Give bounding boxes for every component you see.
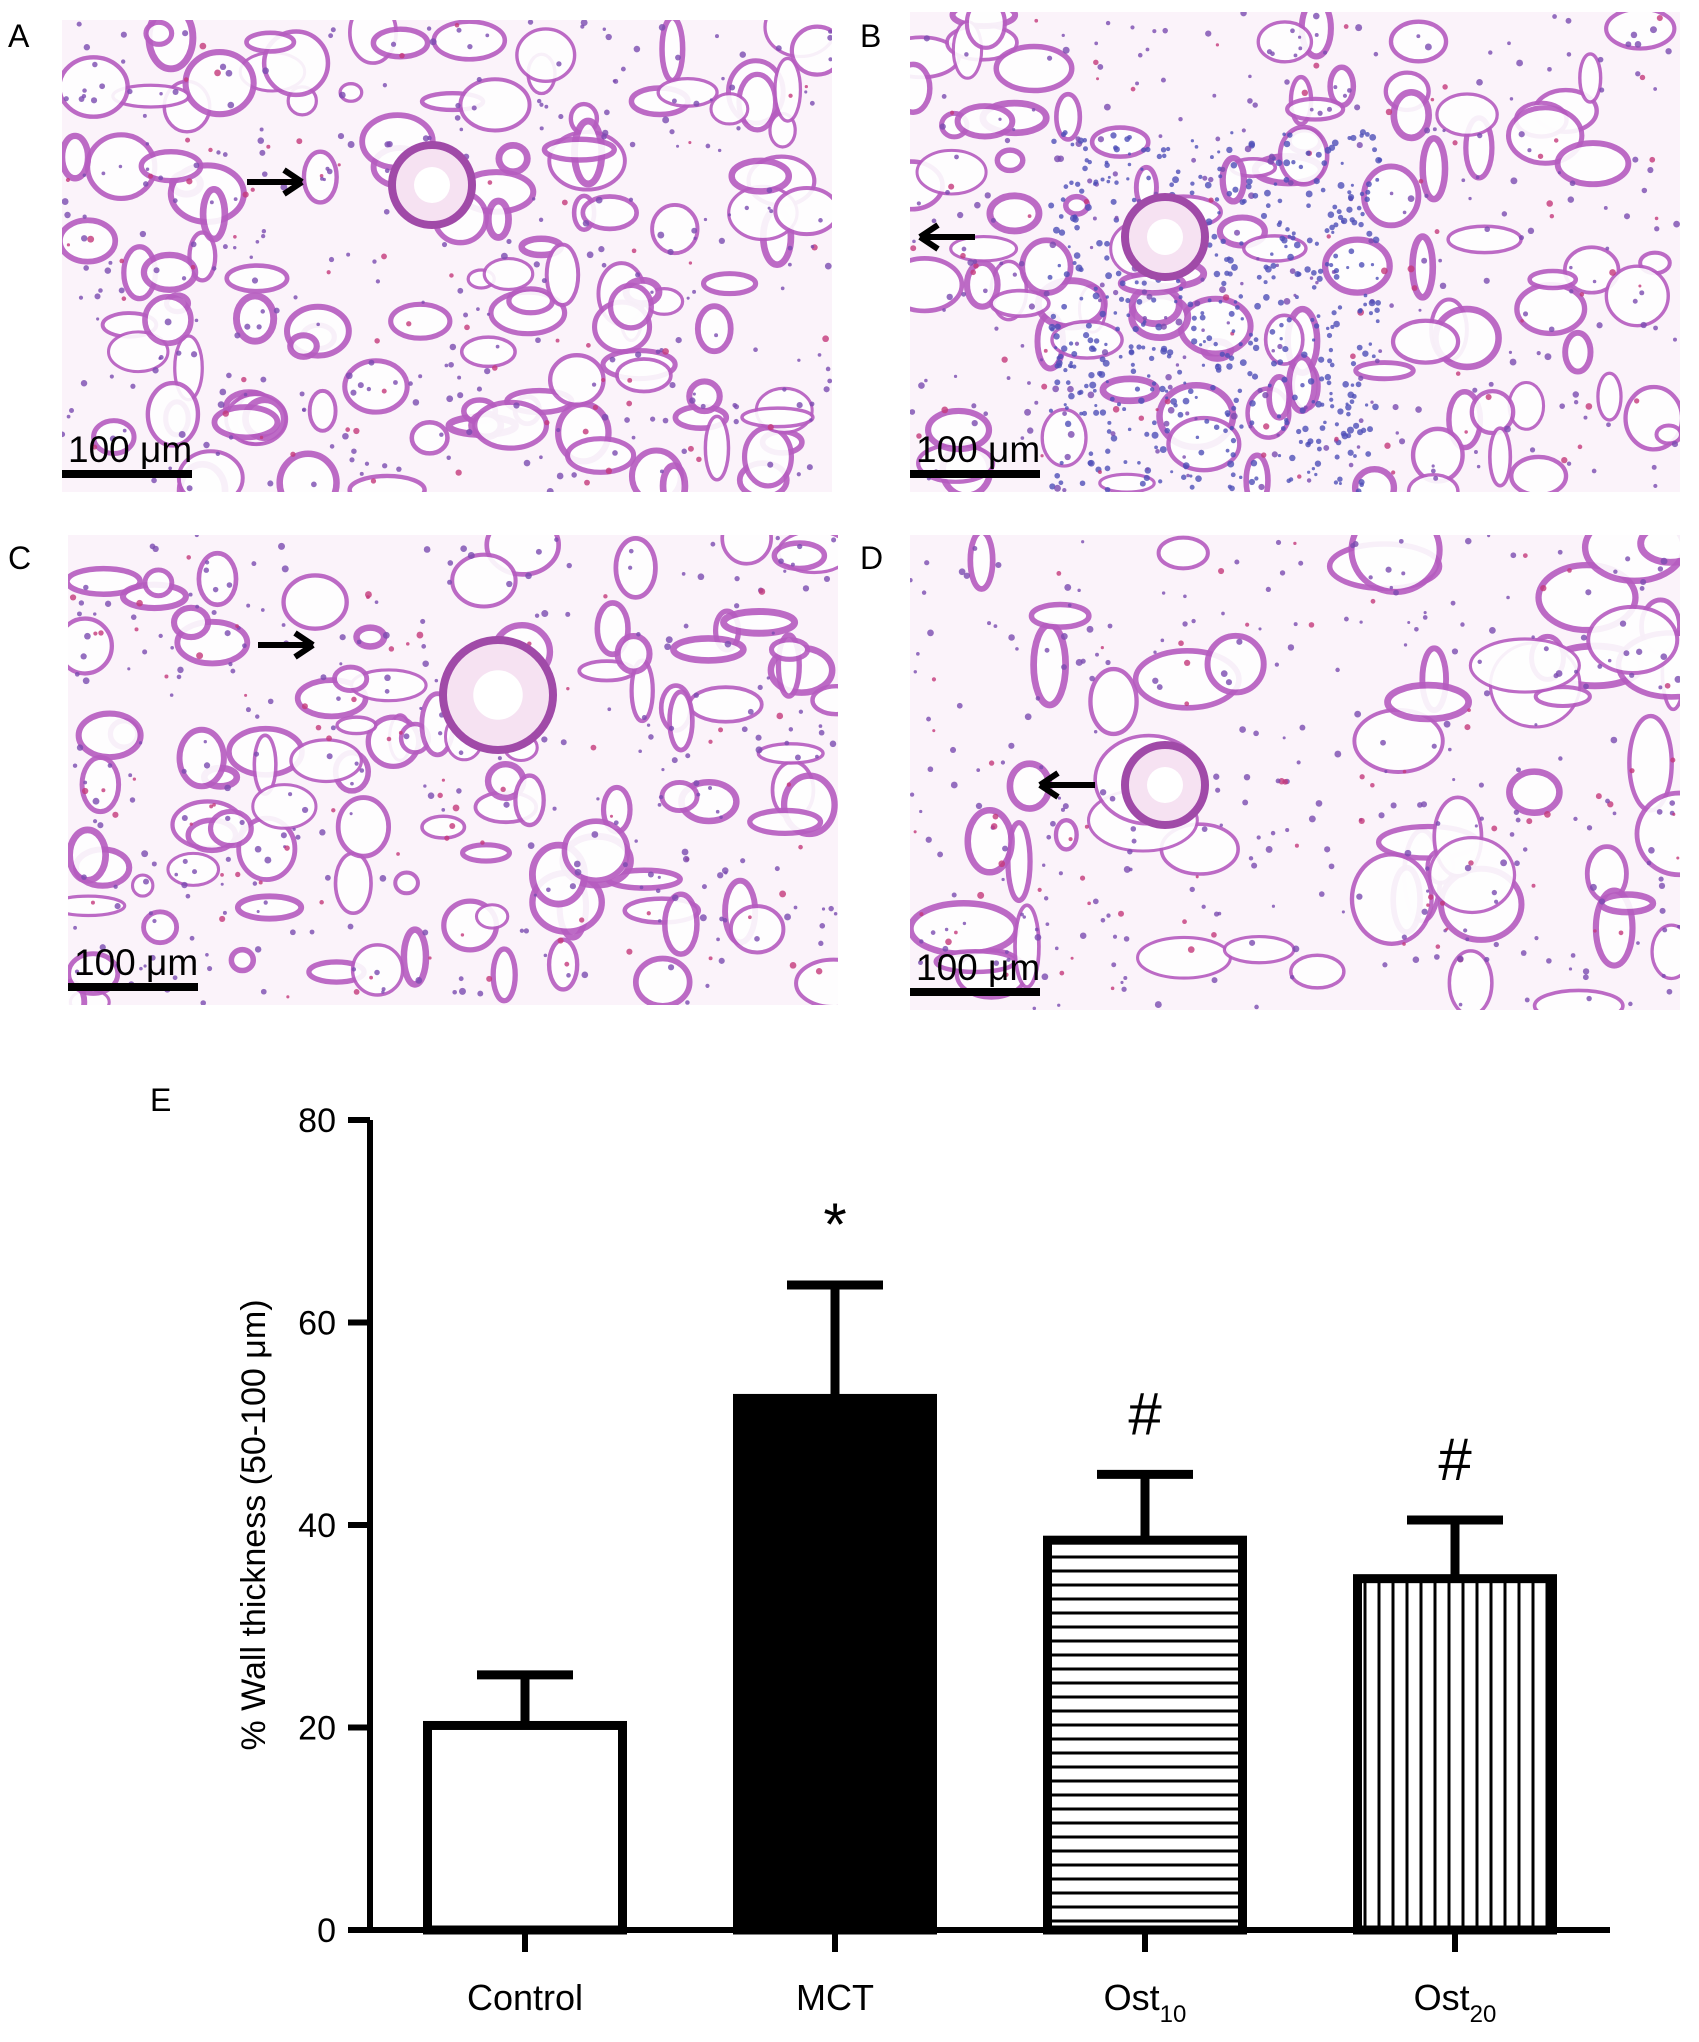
scale-bar-label: 100 μm	[916, 429, 1040, 470]
scale-bar: 100 μm	[68, 942, 198, 991]
scale-bar-label: 100 μm	[68, 429, 192, 470]
tissue-texture	[68, 535, 838, 1005]
y-tick-label: 40	[298, 1507, 336, 1545]
y-tick-label: 0	[317, 1912, 336, 1950]
micrograph-a: 100 μm	[62, 20, 832, 492]
scale-bar: 100 μm	[910, 947, 1040, 996]
y-tick-label: 20	[298, 1710, 336, 1748]
chart-panel-label: E	[150, 1082, 172, 1118]
panel-label-b: B	[860, 18, 882, 54]
category-label: Ost10	[1104, 1977, 1187, 2028]
category-label: Ost20	[1414, 1977, 1497, 2028]
panel-label-d: D	[860, 540, 884, 576]
scale-bar: 100 μm	[62, 429, 192, 478]
tissue-texture	[62, 20, 832, 492]
significance-marker: #	[1128, 1380, 1162, 1447]
y-axis-title: % Wall thickness (50-100 μm)	[235, 1299, 273, 1750]
arrow-marker	[1038, 770, 1095, 800]
panel-label-a: A	[8, 18, 30, 54]
bar	[1043, 1535, 1247, 1935]
significance-marker: #	[1438, 1426, 1472, 1493]
arrow-marker	[258, 630, 315, 660]
wall-thickness-bar-chart: 0 20 40 60 80 % Wall thickness (50-100 μm) Con…	[235, 1102, 1610, 2028]
bar	[733, 1393, 937, 1935]
y-tick-label: 80	[298, 1102, 336, 1140]
category-label: MCT	[796, 1977, 874, 2018]
panel-label-c: C	[8, 540, 32, 576]
bar	[423, 1720, 627, 1935]
micrograph-c: 100 μm	[68, 535, 838, 1005]
micrograph-b: 100 μm	[910, 12, 1680, 492]
scale-bar-label: 100 μm	[916, 947, 1040, 988]
micrograph-panel-a: 100 μm	[62, 20, 832, 492]
tissue-texture	[910, 535, 1680, 1010]
scale-bar-label: 100 μm	[74, 942, 198, 983]
bar	[1353, 1574, 1557, 1935]
category-label: Control	[467, 1977, 583, 2018]
micrograph-panel-b: 100 μm	[910, 12, 1680, 492]
micrograph-panel-c: 100 μm	[68, 535, 838, 1005]
significance-marker: *	[823, 1191, 846, 1258]
arrow-marker	[918, 222, 975, 252]
tissue-texture	[910, 12, 1680, 492]
micrograph-d: 100 μm	[910, 535, 1680, 1010]
scale-bar: 100 μm	[910, 429, 1040, 478]
y-tick-label: 60	[298, 1305, 336, 1343]
micrograph-panel-d: 100 μm	[910, 535, 1680, 1010]
arrow-marker	[247, 167, 304, 197]
